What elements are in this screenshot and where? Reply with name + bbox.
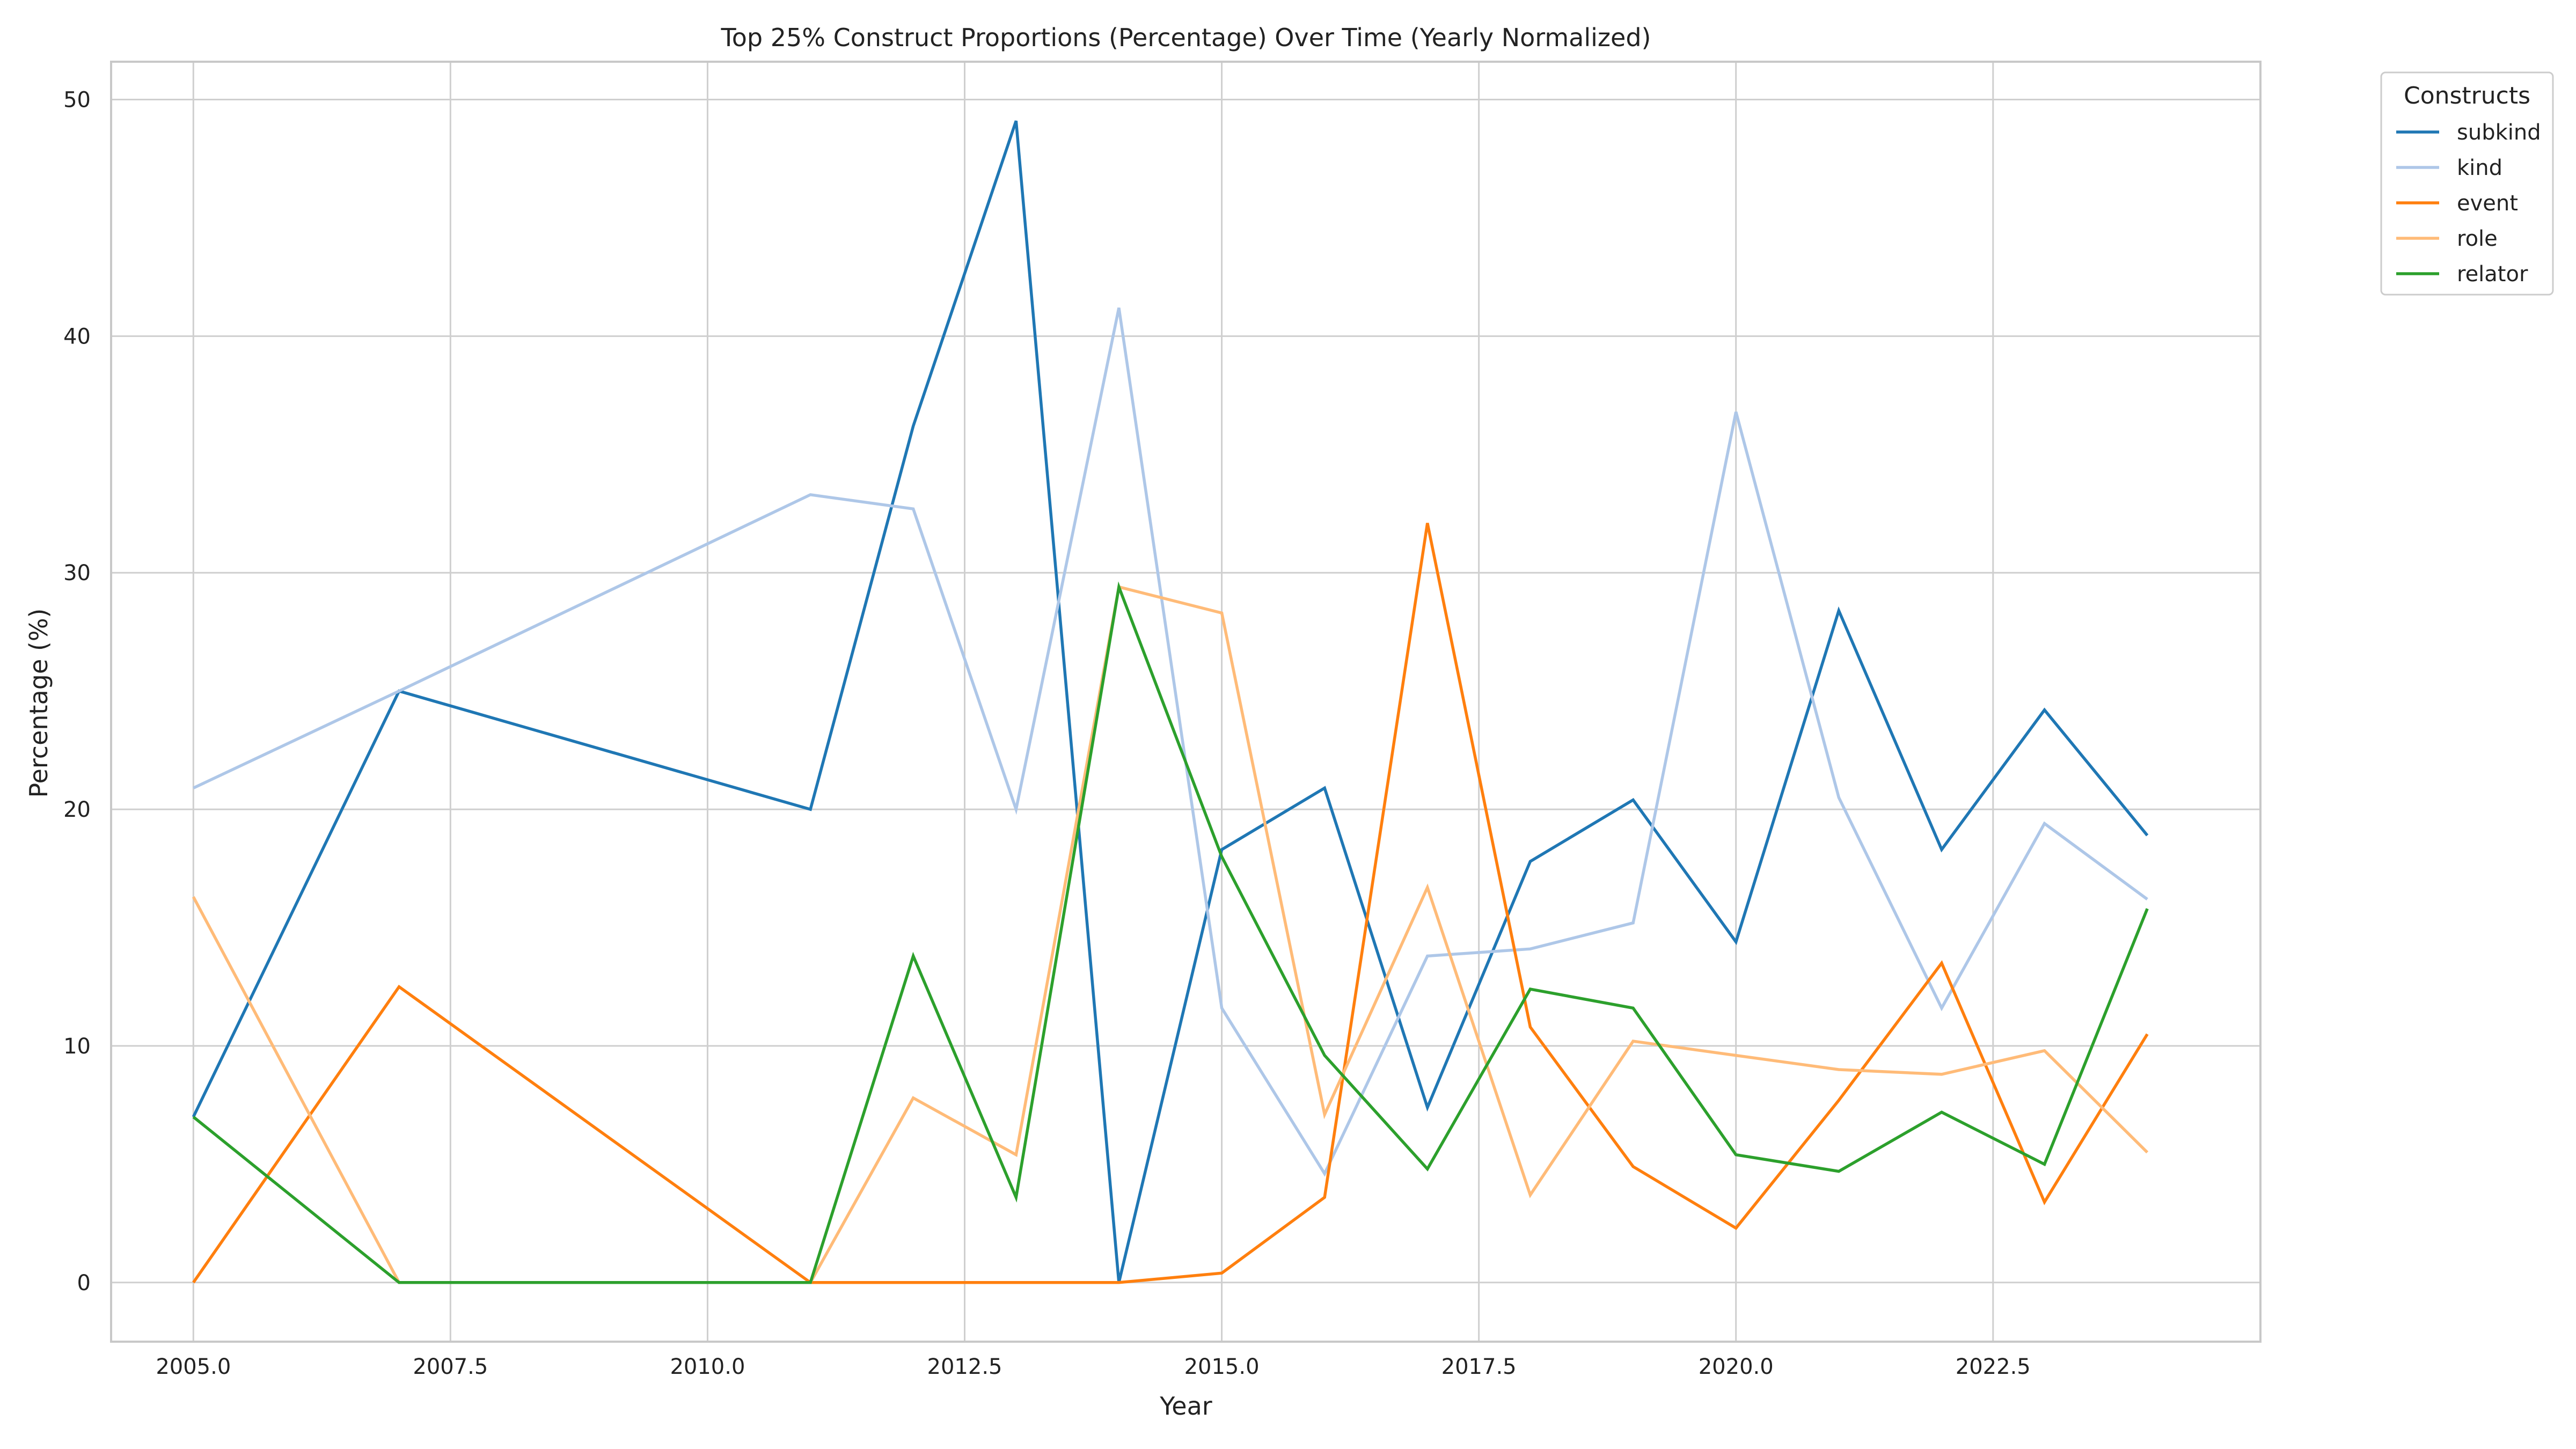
x-tick-label: 2020.0 xyxy=(1699,1355,1774,1379)
legend-label-event: event xyxy=(2457,191,2518,216)
series-line-kind xyxy=(193,307,2148,1177)
y-tick-label: 10 xyxy=(63,1034,91,1059)
series-line-subkind xyxy=(192,120,2149,1283)
x-axis-ticks: 2005.0 2007.5 2010.0 2012.5 2015.0 2017.5 2020… xyxy=(156,1355,2030,1379)
x-tick-label: 2012.5 xyxy=(927,1355,1002,1379)
x-tick-label: 2007.5 xyxy=(413,1355,488,1379)
legend-label-relator: relator xyxy=(2457,262,2528,287)
x-tick-label: 2005.0 xyxy=(156,1355,231,1379)
legend-title: Constructs xyxy=(2404,82,2530,109)
grid-lines xyxy=(111,62,2260,1342)
y-tick-label: 40 xyxy=(63,324,91,349)
series-lines xyxy=(192,120,2149,1284)
y-tick-label: 0 xyxy=(77,1271,91,1296)
y-tick-label: 50 xyxy=(63,88,91,113)
y-tick-label: 30 xyxy=(63,561,91,586)
x-tick-label: 2010.0 xyxy=(670,1355,745,1379)
plot-area-frame xyxy=(110,61,2262,1343)
chart-title: Top 25% Construct Proportions (Percentag… xyxy=(721,23,1651,52)
y-axis-ticks: 0 10 20 30 40 50 xyxy=(63,88,91,1296)
legend-label-kind: kind xyxy=(2457,156,2502,180)
x-tick-label: 2017.5 xyxy=(1441,1355,1517,1379)
x-axis-label: Year xyxy=(1159,1392,1212,1421)
legend: Constructs subkind kind event role relator xyxy=(2380,71,2554,296)
series-line-relator xyxy=(192,581,2149,1284)
x-tick-label: 2022.5 xyxy=(1956,1355,2031,1379)
legend-label-role: role xyxy=(2457,226,2498,251)
y-axis-label: Percentage (%) xyxy=(24,609,53,798)
legend-label-subkind: subkind xyxy=(2457,120,2541,145)
legend-items: subkind kind event role relator xyxy=(2396,120,2541,287)
x-tick-label: 2015.0 xyxy=(1184,1355,1260,1379)
y-tick-label: 20 xyxy=(63,797,91,822)
series-line-role xyxy=(192,585,2149,1284)
series-line-event xyxy=(192,523,2149,1284)
